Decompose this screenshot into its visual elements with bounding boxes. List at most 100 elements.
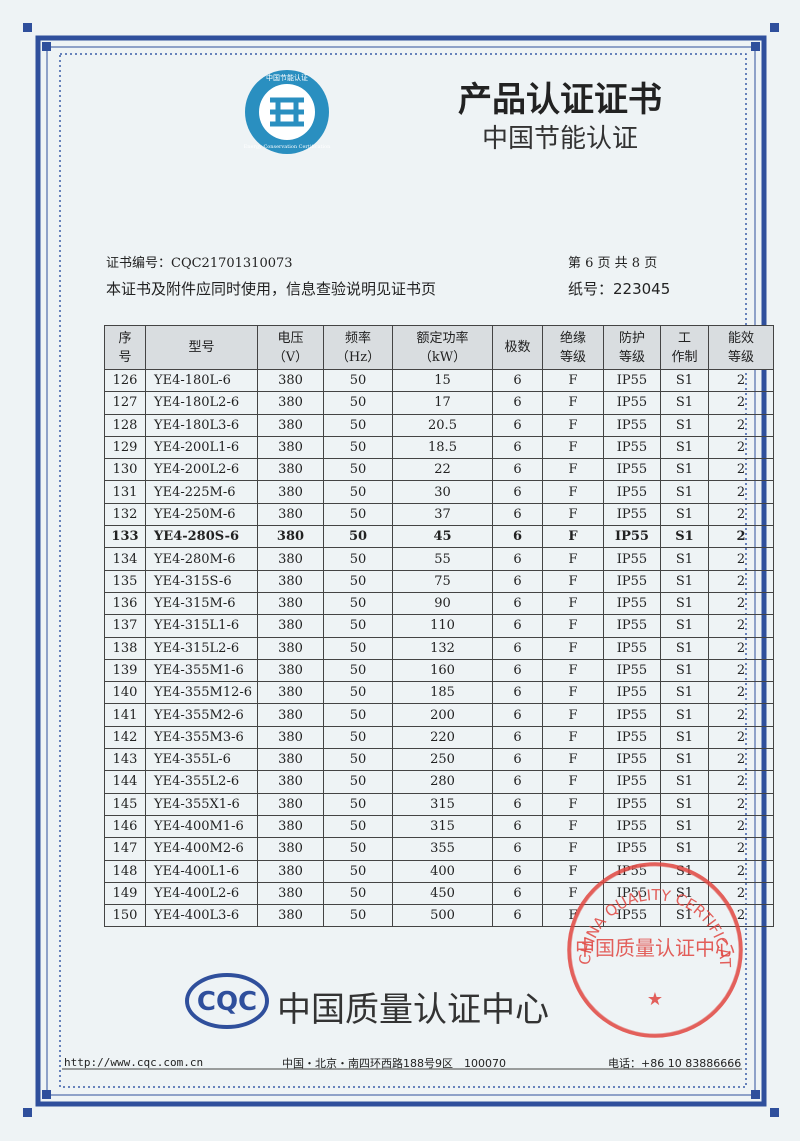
table-cell: 380 <box>257 881 324 906</box>
table-cell: IP55 <box>603 681 661 705</box>
table-cell: 6 <box>492 391 543 415</box>
header-text: （V） <box>272 349 309 365</box>
table-cell: F <box>542 591 604 616</box>
table-cell: YE4-315M-6 <box>145 591 258 616</box>
table-cell: 380 <box>257 859 324 883</box>
table-cell: 139 <box>104 658 146 683</box>
table-cell: 380 <box>257 391 324 415</box>
page-info: 第 6 页 共 8 页 <box>568 256 658 271</box>
table-cell: 380 <box>257 547 324 571</box>
table-cell: 135 <box>104 569 146 593</box>
cqc-logo-text: CQC <box>197 987 257 1017</box>
table-cell: 315 <box>392 792 493 816</box>
table-cell: 450 <box>392 881 493 906</box>
table-cell: 2 <box>708 502 774 527</box>
table-cell: F <box>542 770 604 794</box>
table-cell: 144 <box>104 770 146 794</box>
table-cell: 6 <box>492 368 543 393</box>
table-cell: IP55 <box>603 658 661 683</box>
table-cell: F <box>542 368 604 393</box>
table-cell: 50 <box>323 525 393 549</box>
table-cell: 380 <box>257 569 324 593</box>
table-cell: F <box>542 837 604 861</box>
table-cell: 380 <box>257 480 324 504</box>
table-cell: 400 <box>392 859 493 883</box>
table-cell: 50 <box>323 904 393 928</box>
table-cell: 75 <box>392 569 493 593</box>
header-text: 绝缘 <box>559 330 586 346</box>
table-cell: 6 <box>492 458 543 482</box>
table-cell: F <box>542 814 604 839</box>
table-cell: 2 <box>708 569 774 593</box>
table-cell: S1 <box>660 703 709 727</box>
table-cell: F <box>542 569 604 593</box>
table-cell: 140 <box>104 681 146 705</box>
table-cell: F <box>542 859 604 883</box>
table-cell: 20.5 <box>392 413 493 437</box>
table-cell: F <box>542 658 604 683</box>
table-cell: S1 <box>660 480 709 504</box>
table-row: 127 YE4-180L2-6 380 50 17 6 F IP55 S1 2 <box>104 391 774 415</box>
table-cell: IP55 <box>603 725 661 750</box>
header-text: 防护 <box>618 330 645 346</box>
table-cell: S1 <box>660 547 709 571</box>
table-cell: 134 <box>104 547 146 571</box>
table-row: 142 YE4-355M3-6 380 50 220 6 F IP55 S1 2 <box>104 725 774 750</box>
table-cell: F <box>542 748 604 772</box>
table-row: 137 YE4-315L1-6 380 50 110 6 F IP55 S1 2 <box>104 614 774 638</box>
table-cell: 50 <box>323 881 393 906</box>
table-cell: 90 <box>392 591 493 616</box>
table-cell: 315 <box>392 814 493 839</box>
header-text: 电压 <box>277 330 304 346</box>
address: 中国・北京・南四环西路188号9区 100070 <box>282 1057 506 1070</box>
table-cell: 50 <box>323 614 393 638</box>
table-row: 136 YE4-315M-6 380 50 90 6 F IP55 S1 2 <box>104 591 774 616</box>
table-row: 138 YE4-315L2-6 380 50 132 6 F IP55 S1 2 <box>104 636 774 660</box>
table-cell: S1 <box>660 502 709 527</box>
table-cell: S1 <box>660 658 709 683</box>
table-cell: 2 <box>708 658 774 683</box>
table-cell: F <box>542 458 604 482</box>
header-cell: 极数 <box>492 325 543 370</box>
table-row: 126 YE4-180L-6 380 50 15 6 F IP55 S1 2 <box>104 368 774 393</box>
table-cell: YE4-400L3-6 <box>145 904 258 928</box>
table-cell: 6 <box>492 881 543 906</box>
table-cell: 380 <box>257 725 324 750</box>
logo-bottom-text: Energy Conservation Certification <box>244 144 332 150</box>
table-cell: 110 <box>392 614 493 638</box>
table-cell: YE4-355M1-6 <box>145 658 258 683</box>
table-cell: IP55 <box>603 614 661 638</box>
table-cell: 50 <box>323 435 393 460</box>
table-cell: IP55 <box>603 569 661 593</box>
table-cell: 2 <box>708 725 774 750</box>
table-cell: 2 <box>708 770 774 794</box>
table-cell: 380 <box>257 458 324 482</box>
header-cell: 序号 <box>104 325 146 370</box>
table-cell: 50 <box>323 591 393 616</box>
table-cell: S1 <box>660 525 709 549</box>
table-cell: 2 <box>708 458 774 482</box>
table-cell: 380 <box>257 614 324 638</box>
table-cell: 2 <box>708 368 774 393</box>
table-cell: S1 <box>660 636 709 660</box>
table-cell: YE4-355L-6 <box>145 748 258 772</box>
table-cell: YE4-400M1-6 <box>145 814 258 839</box>
table-cell: 160 <box>392 658 493 683</box>
table-cell: 50 <box>323 502 393 527</box>
table-cell: 2 <box>708 904 774 928</box>
table-cell: 50 <box>323 814 393 839</box>
table-cell: IP55 <box>603 413 661 437</box>
table-cell: YE4-200L2-6 <box>145 458 258 482</box>
table-cell: F <box>542 703 604 727</box>
table-cell: F <box>542 413 604 437</box>
table-cell: 50 <box>323 569 393 593</box>
table-cell: 143 <box>104 748 146 772</box>
table-cell: 6 <box>492 569 543 593</box>
table-row: 140 YE4-355M12-6 380 50 185 6 F IP55 S1 2 <box>104 681 774 705</box>
table-cell: F <box>542 636 604 660</box>
table-cell: S1 <box>660 770 709 794</box>
table-cell: YE4-180L3-6 <box>145 413 258 437</box>
table-cell: 2 <box>708 814 774 839</box>
table-cell: 50 <box>323 547 393 571</box>
